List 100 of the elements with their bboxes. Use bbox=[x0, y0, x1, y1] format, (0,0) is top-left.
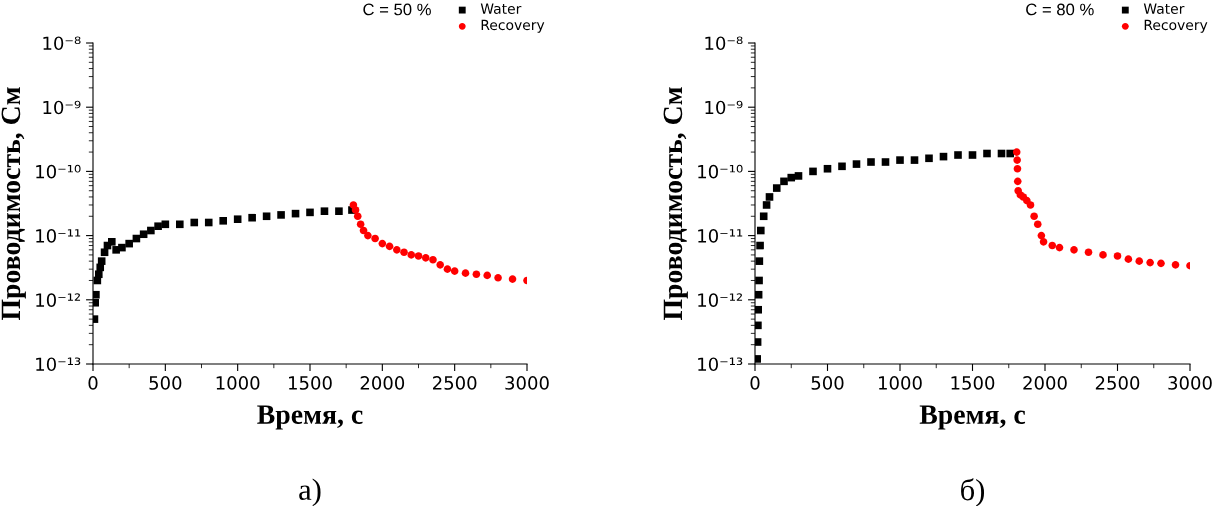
point bbox=[787, 173, 796, 182]
point bbox=[823, 164, 832, 173]
point bbox=[306, 208, 314, 217]
point bbox=[450, 267, 459, 275]
y-axis-title: Проводимость, См bbox=[1, 87, 26, 321]
point bbox=[954, 151, 962, 159]
point bbox=[1012, 148, 1021, 156]
point bbox=[755, 257, 764, 265]
point bbox=[204, 218, 213, 227]
point bbox=[508, 275, 517, 283]
point bbox=[1146, 258, 1154, 267]
x-tick-label: 3000 bbox=[505, 376, 549, 390]
point bbox=[359, 226, 368, 235]
y-tick-label: 10⁻¹³ bbox=[698, 357, 743, 372]
point bbox=[233, 215, 242, 224]
x-tick-label: 2500 bbox=[1095, 376, 1140, 390]
x-tick-label: 1000 bbox=[879, 376, 922, 390]
point bbox=[755, 355, 761, 363]
point bbox=[176, 220, 184, 229]
point bbox=[1039, 238, 1048, 246]
point bbox=[190, 218, 199, 227]
point bbox=[755, 290, 763, 299]
legend-label: Recovery bbox=[1144, 19, 1208, 33]
point bbox=[1135, 257, 1144, 265]
point bbox=[351, 206, 360, 214]
x-tick-label: 500 bbox=[811, 376, 844, 390]
point bbox=[335, 207, 343, 215]
point bbox=[1026, 201, 1035, 209]
point bbox=[277, 211, 285, 219]
y-axis-title: Проводимость, См bbox=[663, 87, 688, 321]
point bbox=[756, 241, 764, 250]
legend-label: Recovery bbox=[481, 19, 545, 33]
point bbox=[757, 226, 765, 235]
point bbox=[1033, 220, 1042, 229]
point bbox=[759, 212, 768, 221]
point bbox=[762, 201, 771, 209]
point bbox=[1099, 251, 1107, 259]
point bbox=[385, 242, 394, 251]
x-tick-label: 0 bbox=[750, 376, 760, 390]
point bbox=[429, 255, 437, 264]
point bbox=[125, 239, 133, 248]
y-tick-label: 10⁻⁹ bbox=[705, 100, 743, 115]
point bbox=[393, 246, 401, 254]
point bbox=[867, 158, 875, 166]
text: б) bbox=[961, 478, 985, 506]
point bbox=[780, 177, 788, 186]
point bbox=[219, 217, 227, 225]
point bbox=[154, 222, 162, 231]
point bbox=[838, 162, 846, 171]
point bbox=[443, 265, 452, 273]
y-tick-label: 10⁻⁸ bbox=[705, 36, 743, 51]
point bbox=[881, 158, 890, 166]
point bbox=[371, 234, 379, 243]
point bbox=[472, 270, 481, 279]
x-tick-label: 1000 bbox=[216, 376, 260, 390]
x-axis-title: Время, с bbox=[919, 405, 1026, 430]
point bbox=[765, 193, 774, 201]
point bbox=[1070, 246, 1078, 254]
point bbox=[852, 160, 861, 168]
point bbox=[1006, 149, 1014, 158]
point bbox=[755, 321, 762, 330]
point bbox=[161, 220, 170, 229]
point bbox=[378, 239, 387, 248]
point bbox=[1013, 164, 1022, 173]
point bbox=[108, 238, 116, 246]
point bbox=[1037, 231, 1046, 240]
y-tick-label: 10⁻⁹ bbox=[43, 100, 81, 115]
point bbox=[1084, 248, 1093, 257]
point bbox=[400, 248, 408, 257]
point bbox=[755, 338, 762, 346]
point bbox=[262, 212, 271, 221]
point bbox=[755, 276, 763, 285]
point bbox=[1124, 255, 1133, 263]
point bbox=[1048, 241, 1057, 250]
point bbox=[436, 261, 444, 269]
point bbox=[320, 207, 329, 215]
point bbox=[809, 167, 817, 176]
point bbox=[1055, 243, 1064, 252]
point bbox=[407, 251, 416, 259]
point bbox=[1157, 259, 1165, 268]
point bbox=[896, 156, 904, 164]
x-tick-label: 0 bbox=[88, 376, 98, 390]
point bbox=[910, 156, 919, 164]
point bbox=[356, 220, 365, 229]
point bbox=[755, 305, 762, 314]
point bbox=[494, 274, 502, 282]
point bbox=[100, 248, 109, 257]
point bbox=[1171, 261, 1180, 269]
y-tick-label: 10⁻¹² bbox=[698, 293, 743, 307]
text: а) bbox=[299, 478, 321, 506]
point bbox=[118, 243, 126, 252]
point bbox=[364, 231, 372, 240]
point bbox=[1013, 177, 1022, 186]
x-tick-label: 2000 bbox=[360, 376, 405, 390]
point bbox=[414, 252, 423, 260]
point bbox=[1030, 212, 1038, 221]
x-tick-label: 3000 bbox=[1168, 376, 1212, 390]
point bbox=[1013, 156, 1021, 164]
point bbox=[353, 212, 362, 221]
x-tick-label: 500 bbox=[149, 376, 182, 390]
